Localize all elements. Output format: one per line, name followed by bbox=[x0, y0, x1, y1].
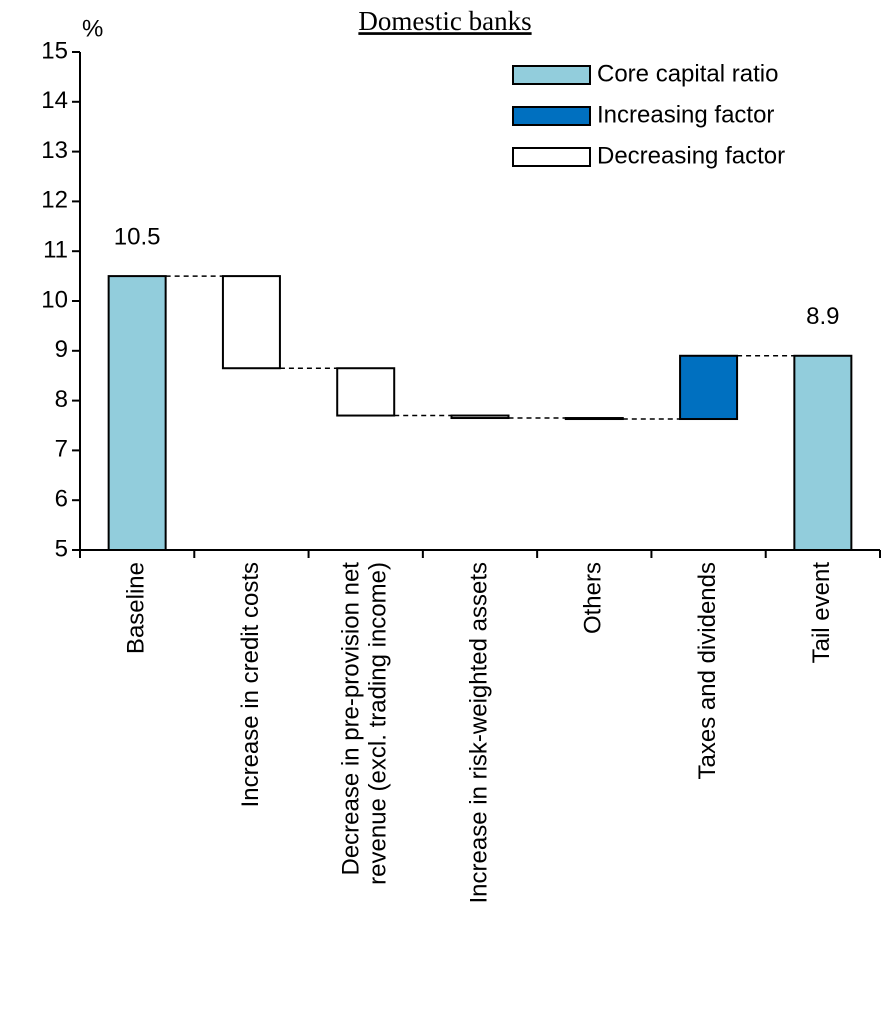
x-tick-label: Decrease in pre-provision net bbox=[338, 562, 365, 876]
legend-swatch bbox=[512, 147, 591, 167]
y-tick-label: 5 bbox=[55, 535, 68, 562]
y-tick-label: 13 bbox=[41, 137, 68, 164]
x-tick-label: Increase in credit costs bbox=[237, 562, 264, 807]
bar bbox=[793, 354, 853, 551]
y-tick-label: 15 bbox=[41, 37, 68, 64]
x-tick-label: Increase in risk-weighted assets bbox=[465, 562, 492, 903]
legend-label: Increasing factor bbox=[597, 101, 774, 128]
legend-label: Core capital ratio bbox=[597, 60, 778, 87]
bar bbox=[221, 275, 281, 370]
data-label: 10.5 bbox=[114, 223, 161, 250]
y-tick-label: 10 bbox=[41, 286, 68, 313]
y-axis-label: % bbox=[82, 15, 103, 42]
y-tick-label: 14 bbox=[41, 87, 68, 114]
bar bbox=[107, 275, 167, 551]
x-tick-label: Others bbox=[580, 562, 607, 634]
legend-label: Decreasing factor bbox=[597, 142, 785, 169]
x-tick-label: Tail event bbox=[808, 562, 835, 664]
x-tick-label: Taxes and dividends bbox=[694, 562, 721, 779]
y-tick-label: 7 bbox=[55, 436, 68, 463]
y-tick-label: 11 bbox=[43, 237, 68, 264]
chart-title: Domestic banks bbox=[358, 6, 531, 36]
y-tick-label: 9 bbox=[55, 336, 68, 363]
bar bbox=[450, 414, 510, 420]
data-label: 8.9 bbox=[806, 303, 839, 330]
legend-swatch bbox=[512, 65, 591, 85]
x-tick-label: Baseline bbox=[122, 562, 149, 654]
y-tick-label: 12 bbox=[41, 187, 68, 214]
bar bbox=[336, 367, 396, 417]
y-tick-label: 8 bbox=[55, 386, 68, 413]
legend-swatch bbox=[512, 106, 591, 126]
y-tick-label: 6 bbox=[55, 486, 68, 513]
bar bbox=[564, 417, 624, 421]
bar bbox=[679, 354, 739, 421]
x-tick-label: revenue (excl. trading income) bbox=[365, 562, 392, 885]
